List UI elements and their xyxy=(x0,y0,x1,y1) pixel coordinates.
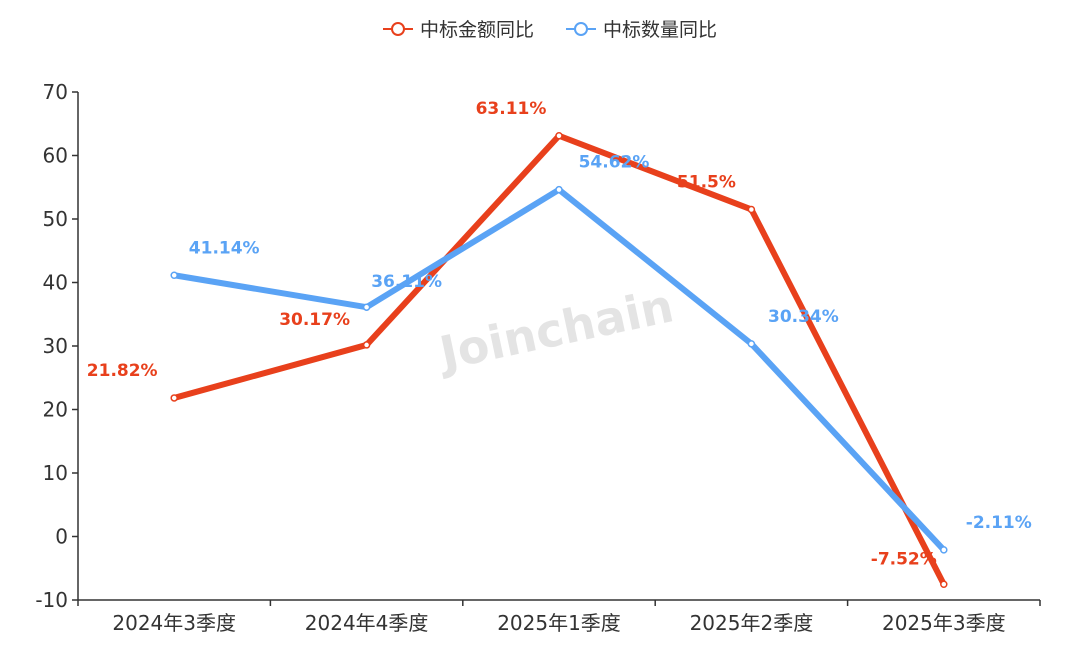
legend-item-amount[interactable]: 中标金额同比 xyxy=(383,19,534,41)
legend-label-count: 中标数量同比 xyxy=(603,19,717,41)
axes: -10 0 10 20 30 40 50 60 70 2024年3季度 2024年4季度 2025年1… xyxy=(35,80,1041,635)
data-point xyxy=(170,394,178,402)
series-layer xyxy=(170,132,948,589)
data-point xyxy=(940,546,948,554)
data-point xyxy=(555,132,563,140)
x-tick-label: 2025年2季度 xyxy=(690,611,814,635)
data-label: 30.17% xyxy=(279,310,350,330)
data-point xyxy=(747,205,756,214)
data-point xyxy=(362,303,371,311)
legend-item-count[interactable]: 中标数量同比 xyxy=(566,19,717,41)
x-tick-label: 2025年3季度 xyxy=(882,611,1006,635)
x-tick-label: 2024年4季度 xyxy=(305,611,429,635)
data-labels: 21.82% 30.17% 63.11% 51.5% -7.52% 41.14% 36.11… xyxy=(87,99,1032,570)
y-tick-label: 0 xyxy=(55,525,68,549)
y-tick-label: 20 xyxy=(43,398,68,422)
data-point xyxy=(170,271,178,280)
data-label: 41.14% xyxy=(189,238,260,258)
data-point xyxy=(747,340,756,348)
watermark-text: Joinchain xyxy=(432,278,678,381)
data-point xyxy=(555,185,563,194)
y-tick-label: 60 xyxy=(43,144,68,168)
y-tick-label: -10 xyxy=(35,588,68,612)
data-label: 54.62% xyxy=(579,153,650,173)
y-tick-label: 40 xyxy=(43,271,68,295)
data-label: 21.82% xyxy=(87,361,158,381)
data-point xyxy=(940,580,948,589)
data-label: 63.11% xyxy=(476,99,547,119)
data-point xyxy=(362,341,371,349)
y-tick-label: 10 xyxy=(43,461,68,485)
data-label: 30.34% xyxy=(768,307,839,327)
data-label: 36.11% xyxy=(371,272,442,292)
data-label: 51.5% xyxy=(677,172,736,192)
data-label: -7.52% xyxy=(871,549,937,569)
series-line-1 xyxy=(171,186,947,553)
x-tick-label: 2025年1季度 xyxy=(497,611,621,635)
y-tick-label: 30 xyxy=(43,334,68,358)
y-tick-label: 50 xyxy=(43,207,68,231)
x-tick-label: 2024年3季度 xyxy=(112,611,236,635)
y-tick-label: 70 xyxy=(43,80,68,104)
series-line-0 xyxy=(171,132,947,588)
legend-label-amount: 中标金额同比 xyxy=(420,19,534,41)
legend[interactable]: 中标金额同比 中标数量同比 xyxy=(383,19,717,41)
data-label: -2.11% xyxy=(966,513,1032,533)
